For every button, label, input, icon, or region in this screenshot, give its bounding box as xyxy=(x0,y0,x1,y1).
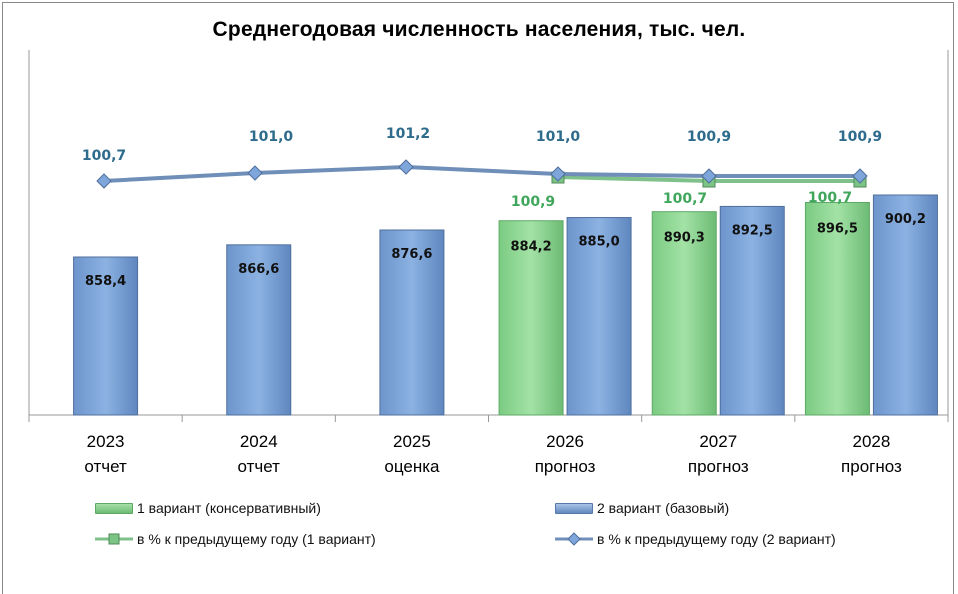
svg-text:100,7: 100,7 xyxy=(808,190,852,206)
green-square-marker-line-icon xyxy=(95,533,133,545)
x-axis-type-label: прогноз xyxy=(841,457,902,476)
svg-text:100,7: 100,7 xyxy=(663,191,707,207)
diamond-marker-icon xyxy=(852,168,868,184)
x-axis-type-label: оценка xyxy=(384,457,440,476)
svg-text:890,3: 890,3 xyxy=(664,231,705,246)
svg-text:101,0: 101,0 xyxy=(249,129,294,145)
x-axis-type-label: прогноз xyxy=(688,457,749,476)
blue-bar-swatch-icon xyxy=(555,502,593,514)
diamond-marker-icon xyxy=(701,168,717,184)
bar-variant1 xyxy=(804,201,870,416)
svg-text:100,9: 100,9 xyxy=(838,129,882,145)
legend-label: 1 вариант (консервативный) xyxy=(137,500,321,516)
svg-text:100,9: 100,9 xyxy=(687,129,731,145)
svg-text:884,2: 884,2 xyxy=(511,240,552,255)
x-axis-type-label: отчет xyxy=(84,457,127,476)
legend-label: 2 вариант (базовый) xyxy=(597,500,730,516)
blue-diamond-marker-line-icon xyxy=(555,532,593,546)
diamond-marker-icon xyxy=(398,159,414,175)
x-axis-type-label: прогноз xyxy=(535,457,596,476)
svg-text:892,5: 892,5 xyxy=(732,223,773,238)
bar-variant2 xyxy=(379,229,445,416)
svg-text:866,6: 866,6 xyxy=(238,262,279,277)
legend-item-variant1: 1 вариант (консервативный) xyxy=(95,500,321,516)
svg-text:858,4: 858,4 xyxy=(85,274,126,289)
bar-variant2 xyxy=(872,194,938,416)
bar-variant2 xyxy=(719,205,785,416)
svg-text:885,0: 885,0 xyxy=(579,235,620,250)
green-bar-swatch-icon xyxy=(95,502,133,514)
bar-variant1 xyxy=(498,220,564,416)
legend-label: в % к предыдущему году (1 вариант) xyxy=(137,531,376,547)
legend-label: в % к предыдущему году (2 вариант) xyxy=(597,531,836,547)
diamond-marker-icon xyxy=(247,165,263,181)
x-axis-year-label: 2024 xyxy=(240,432,278,451)
legend-item-variant2: 2 вариант (базовый) xyxy=(555,500,729,516)
svg-text:900,2: 900,2 xyxy=(885,212,926,227)
x-axis-year-label: 2027 xyxy=(699,432,737,451)
bar-variant1 xyxy=(651,211,717,416)
chart-title: Среднегодовая численность населения, тыс… xyxy=(212,18,746,41)
diamond-marker-icon xyxy=(96,173,112,189)
x-axis-year-label: 2023 xyxy=(87,432,125,451)
svg-text:100,7: 100,7 xyxy=(82,148,126,164)
x-axis-type-label: отчет xyxy=(238,457,281,476)
legend-item-pct-variant2: в % к предыдущему году (2 вариант) xyxy=(555,531,836,547)
svg-text:101,0: 101,0 xyxy=(536,129,581,145)
x-axis-year-label: 2025 xyxy=(393,432,431,451)
bar-variant2 xyxy=(226,244,292,416)
x-axis-year-label: 2026 xyxy=(546,432,584,451)
bar-variant2 xyxy=(73,256,139,416)
svg-text:101,2: 101,2 xyxy=(386,126,430,142)
svg-text:876,6: 876,6 xyxy=(391,247,432,262)
x-axis-year-label: 2028 xyxy=(853,432,891,451)
svg-text:100,9: 100,9 xyxy=(511,194,555,210)
legend-item-pct-variant1: в % к предыдущему году (1 вариант) xyxy=(95,531,376,547)
diamond-marker-icon xyxy=(550,166,566,182)
bar-variant2 xyxy=(566,217,632,416)
svg-text:896,5: 896,5 xyxy=(817,221,858,236)
